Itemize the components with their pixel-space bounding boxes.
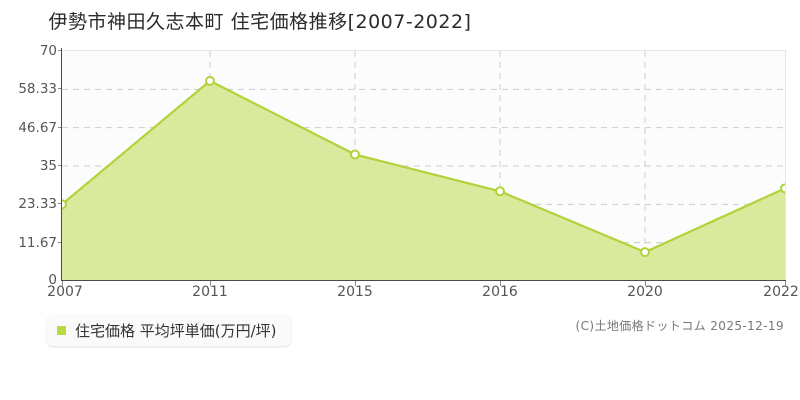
series-area-fill xyxy=(62,80,785,281)
x-tick-label-2007: 2007 xyxy=(47,284,83,300)
data-point-2016[interactable] xyxy=(495,186,505,197)
x-axis-line xyxy=(61,280,786,281)
x-tick-label-2020: 2020 xyxy=(627,284,663,300)
x-tick-mark-2020 xyxy=(645,281,646,286)
x-tick-label-2015: 2015 xyxy=(337,284,373,300)
x-tick-mark-2007 xyxy=(62,281,63,286)
y-tick-label-23: 23.33 xyxy=(18,196,57,212)
x-tick-mark-2011 xyxy=(210,281,211,286)
series-line xyxy=(62,79,785,254)
x-tick-label-2022: 2022 xyxy=(763,284,799,300)
y-tick-label-58: 58.33 xyxy=(18,81,57,97)
y-tick-label-70: 70 xyxy=(39,43,57,59)
x-tick-mark-2022 xyxy=(785,281,786,286)
x-tick-mark-2016 xyxy=(500,281,501,286)
y-axis-labels: 70 58.33 46.67 35 23.33 11.67 0 xyxy=(0,0,57,400)
copyright-credit: (C)土地価格ドットコム 2025-12-19 xyxy=(575,319,784,333)
x-tick-label-2011: 2011 xyxy=(192,284,228,300)
data-point-2011[interactable] xyxy=(205,75,215,86)
x-tick-mark-2015 xyxy=(355,281,356,286)
x-tick-label-2016: 2016 xyxy=(482,284,518,300)
chart-plot-svg xyxy=(62,51,785,281)
y-tick-label-0: 0 xyxy=(48,272,57,288)
y-tick-label-46: 46.67 xyxy=(18,120,57,136)
legend-swatch-icon xyxy=(57,326,66,335)
y-tick-label-11: 11.67 xyxy=(18,235,57,251)
series-markers xyxy=(62,75,785,258)
chart-legend[interactable]: 住宅価格 平均坪単価(万円/坪) xyxy=(47,315,291,346)
chart-title: 伊勢市神田久志本町 住宅価格推移[2007-2022] xyxy=(48,11,472,33)
y-axis-line xyxy=(61,48,62,281)
plot-area xyxy=(62,50,786,281)
y-tick-label-35: 35 xyxy=(39,158,57,174)
data-point-2007[interactable] xyxy=(62,199,67,210)
data-point-2022[interactable] xyxy=(780,183,785,194)
data-point-2020[interactable] xyxy=(640,247,650,258)
data-point-2015[interactable] xyxy=(350,149,360,160)
legend-label: 住宅価格 平均坪単価(万円/坪) xyxy=(75,322,277,340)
